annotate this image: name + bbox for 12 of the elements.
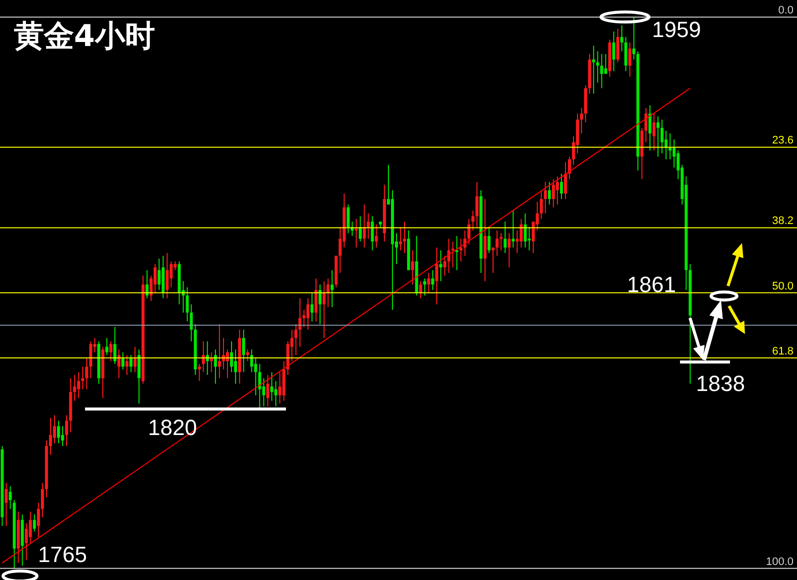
annotation: 1765 bbox=[38, 542, 87, 567]
annotation: 1838 bbox=[696, 371, 745, 396]
annotation: 1861 bbox=[627, 272, 676, 297]
annotation: 1820 bbox=[148, 415, 197, 440]
y-tick-label: 38.2 bbox=[772, 215, 794, 228]
y-tick-label: 100.0 bbox=[766, 556, 794, 568]
y-tick-label: 61.8 bbox=[772, 345, 794, 358]
y-tick-label: 23.6 bbox=[772, 134, 794, 147]
y-tick-label: 50.0 bbox=[772, 280, 794, 292]
annotation: 1959 bbox=[652, 17, 701, 42]
text: 黄金4小时 bbox=[14, 18, 155, 56]
y-tick-label: 0.0 bbox=[778, 4, 794, 17]
